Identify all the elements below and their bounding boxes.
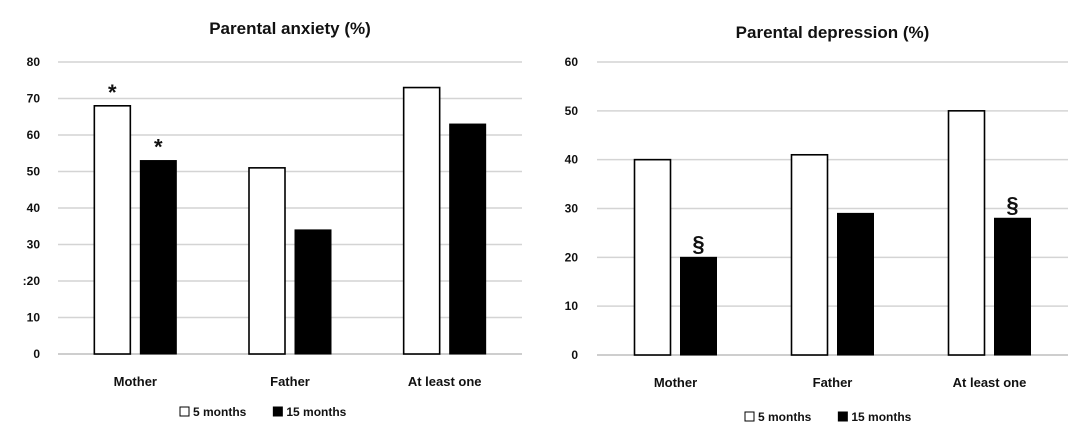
depression-chart: Parental depression (%) 0 10 20 30 40 50 60 Moth… [565,23,1068,424]
y-tick-label: 20 [565,250,579,264]
y-tick-label: 30 [27,238,41,252]
y-tick-label: 60 [27,128,41,142]
y-tick-label: 70 [27,92,41,106]
y-tick-label: 30 [565,202,579,216]
chart-title: Parental depression (%) [736,23,930,42]
significance-marker: * [154,135,163,160]
category-label: Father [813,375,853,390]
bar-5-months [402,86,441,355]
significance-marker: § [692,231,704,256]
bar-15-months [837,212,874,356]
category-label: Mother [114,374,157,389]
category-label: At least one [408,374,482,389]
bar-5-months [947,110,986,356]
significance-marker: * [108,80,117,105]
category-label: At least one [953,375,1027,390]
y-tick-label: 0 [571,348,578,362]
y-tick-label: 50 [565,104,579,118]
y-tick-label: 80 [27,55,41,69]
bar-15-months [994,217,1031,356]
category-label: Father [270,374,310,389]
chart-title: Parental anxiety (%) [209,19,371,38]
legend-label: 15 months [851,410,911,424]
legend-swatch [272,406,283,417]
legend-label: 5 months [758,410,812,424]
bar-5-months [93,105,132,355]
legend-swatch [744,411,755,422]
category-label: Mother [654,375,697,390]
bar-15-months [294,229,332,355]
bar-15-months [449,123,487,355]
y-tick-label: 10 [565,299,579,313]
legend-swatch [837,411,848,422]
y-tick-label: 40 [565,153,579,167]
bar-5-months [790,153,829,356]
legend-swatch [179,406,190,417]
bar-5-months [633,158,672,356]
y-tick-label: 0 [33,347,40,361]
bar-5-months [248,167,286,355]
y-tick-label: :20 [23,274,41,288]
y-tick-label: 50 [27,165,41,179]
anxiety-chart: Parental anxiety (%) 0 10 :20 30 40 50 60 70 80 Mo… [23,19,522,419]
legend-label: 5 months [193,405,247,419]
y-tick-label: 60 [565,55,579,69]
y-tick-label: 10 [27,311,41,325]
y-tick-label: 40 [27,201,41,215]
bar-15-months [680,256,717,356]
bar-15-months [139,160,177,355]
legend-label: 15 months [286,405,346,419]
significance-marker: § [1006,192,1018,217]
